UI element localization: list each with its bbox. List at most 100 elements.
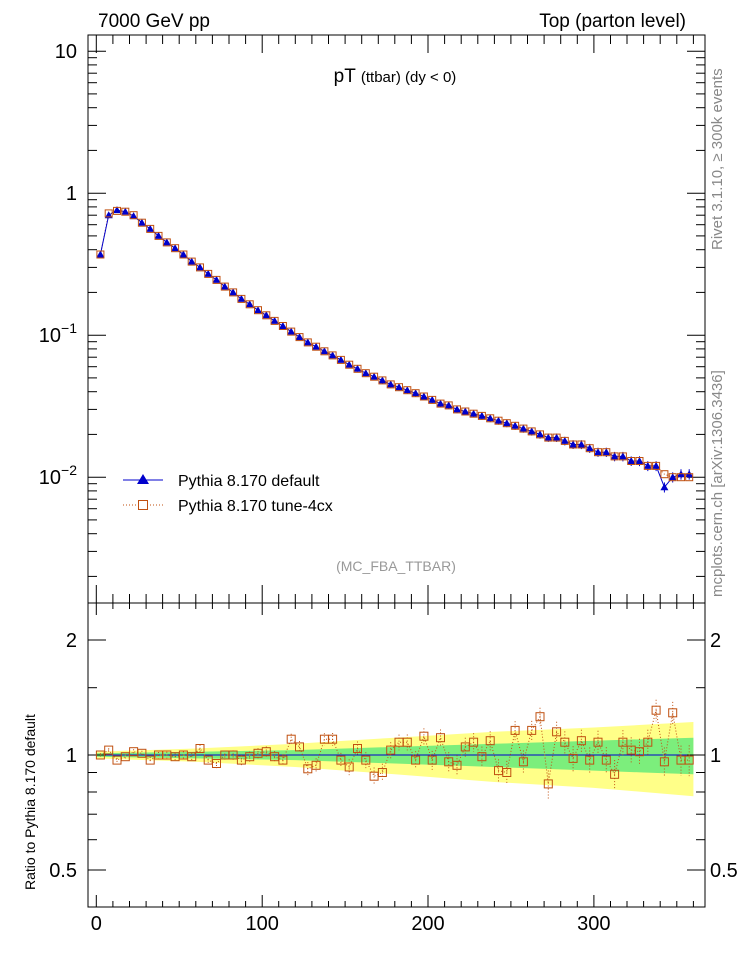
ratio-data-point: [402, 737, 412, 747]
ratio-data-point: [576, 736, 586, 746]
ratio-y-tick-label-right: 1: [710, 745, 721, 767]
default-data-point: [353, 364, 362, 372]
tune-data-point: [419, 392, 428, 401]
default-data-point: [295, 333, 304, 341]
tune-data-point: [594, 448, 602, 457]
tune-data-point: [569, 440, 578, 449]
default-data-point: [428, 395, 437, 403]
default-data-point: [585, 444, 594, 452]
tune-data-point: [519, 424, 528, 433]
default-data-point: [245, 300, 254, 308]
default-data-point: [386, 380, 395, 388]
default-data-point: [610, 452, 619, 460]
default-data-point: [544, 433, 553, 441]
tune-data-point: [104, 209, 113, 218]
tune-data-point: [494, 416, 503, 425]
tune-data-point: [511, 421, 520, 430]
default-data-point: [370, 372, 379, 380]
ratio-data-point: [311, 760, 321, 770]
ratio-data-point: [353, 744, 362, 753]
ratio-data-point: [137, 748, 147, 758]
tune-data-point: [254, 306, 262, 315]
analysis-tag: (MC_FBA_TTBAR): [336, 558, 456, 574]
tune-data-point: [486, 414, 495, 423]
tune-data-point: [403, 386, 412, 395]
default-data-point: [494, 416, 503, 424]
tune-data-point: [643, 461, 652, 470]
tune-data-point: [428, 395, 437, 404]
title-main: pT: [334, 66, 357, 87]
rivet-version-label: Rivet 3.1.10, ≥ 300k events: [709, 68, 726, 250]
ratio-data-point: [535, 712, 545, 722]
tune-data-point: [129, 211, 138, 220]
ratio-series-layer: [95, 699, 694, 799]
tune-data-point: [544, 433, 553, 442]
tune-data-point: [386, 380, 395, 389]
ratio-data-point: [560, 737, 570, 747]
default-data-point: [361, 369, 370, 377]
default-data-point: [477, 411, 486, 419]
tune-data-point: [618, 452, 627, 461]
default-data-point: [560, 436, 569, 444]
main-y-tick-label-exponent: −2: [61, 462, 77, 478]
ratio-data-point: [502, 768, 512, 777]
ratio-data-point: [543, 779, 553, 789]
default-data-point: [536, 430, 544, 438]
tune-data-point: [154, 231, 163, 240]
default-data-point: [395, 383, 403, 391]
default-data-point: [171, 244, 180, 252]
ratio-x-tick-label: 100: [245, 913, 278, 935]
main-plot-title: pT (ttbar) (dy < 0): [334, 66, 457, 87]
tune-data-point: [361, 369, 370, 378]
default-data-point: [519, 424, 528, 432]
tune-data-point: [668, 473, 677, 482]
default-data-point: [220, 282, 229, 290]
ratio-data-point: [295, 742, 304, 752]
title-sub: (ttbar) (dy < 0): [361, 69, 456, 86]
ratio-ylabel: Ratio to Pythia 8.170 default: [22, 714, 38, 890]
ratio-data-point: [361, 755, 371, 765]
default-data-point: [270, 316, 279, 324]
ratio-data-point: [610, 769, 620, 779]
ratio-data-point: [344, 762, 354, 772]
ratio-data-point: [427, 755, 437, 765]
tune-data-point: [453, 405, 461, 414]
ratio-data-point: [601, 755, 611, 765]
default-data-point: [96, 250, 105, 258]
ratio-x-tick-label: 200: [411, 913, 444, 935]
tune-data-point: [187, 257, 196, 266]
default-data-point: [212, 275, 221, 283]
default-data-point: [444, 401, 453, 409]
ratio-y-tick-label-left: 2: [66, 630, 77, 652]
tune-data-point: [262, 311, 271, 320]
tune-data-point: [278, 322, 287, 330]
default-data-point: [511, 421, 520, 429]
tune-data-point: [527, 427, 536, 436]
legend-entry-tune: Pythia 8.170 tune-4cx: [123, 498, 333, 515]
default-data-point: [336, 355, 345, 363]
ratio-y-tick-label-right: 2: [710, 630, 721, 652]
default-data-point: [668, 473, 677, 481]
default-data-point: [469, 409, 478, 417]
ratio-data-point: [643, 737, 653, 747]
ratio-data-point: [593, 737, 603, 747]
ratio-y-tick-label-left: 0.5: [49, 860, 77, 882]
ratio-data-point: [377, 768, 387, 777]
ratio-x-tick-label: 300: [577, 913, 610, 935]
tune-data-point: [162, 238, 171, 247]
ratio-data-point: [278, 755, 288, 765]
tune-data-point: [345, 360, 354, 369]
tune-data-point: [204, 269, 213, 278]
ratio-data-point: [518, 757, 528, 767]
default-data-point: [602, 448, 611, 456]
ratio-data-point: [552, 727, 562, 737]
default-data-point: [146, 224, 155, 232]
ratio-data-point: [452, 760, 462, 770]
ratio-data-point: [585, 755, 595, 765]
ratio-y-tick-label-right: 0.5: [710, 860, 738, 882]
mcplots-source-label: mcplots.cern.ch [arXiv:1306.3436]: [709, 370, 726, 597]
default-data-point: [453, 405, 461, 413]
main-y-tick-label-base: 10: [39, 467, 61, 489]
tune-data-point: [320, 347, 329, 356]
